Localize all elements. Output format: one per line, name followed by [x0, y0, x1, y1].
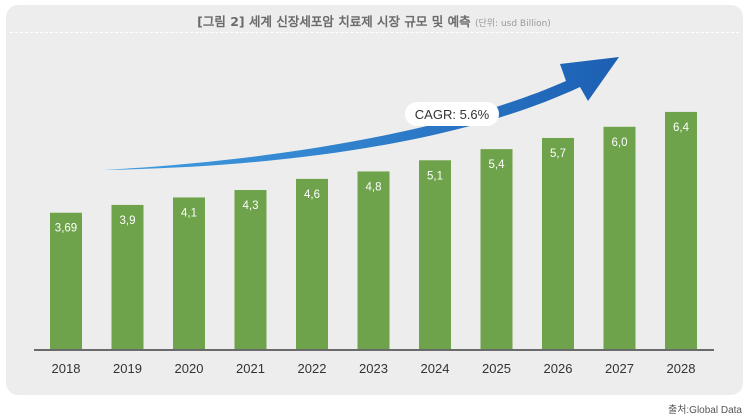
x-tick-label: 2018: [52, 361, 81, 376]
bar-value-label: 3,9: [120, 215, 136, 227]
x-tick-label: 2021: [236, 361, 265, 376]
x-tick-label: 2022: [298, 361, 327, 376]
x-tick-label: 2023: [359, 361, 388, 376]
source-note: 출처:Global Data: [668, 405, 742, 416]
cagr-label: CAGR: 5.6%: [415, 107, 490, 122]
bar-2027: [603, 126, 636, 350]
chart-title: [그림 2] 세계 신장세포암 치료제 시장 규모 및 예측 (단위: usd …: [0, 11, 748, 30]
x-tick-label: 2020: [175, 361, 204, 376]
bar-2022: [296, 178, 328, 350]
cagr-label-box: [405, 102, 499, 126]
bar-2024: [419, 160, 451, 350]
x-tick-label: 2025: [482, 361, 511, 376]
bar-value-label: 5,7: [550, 148, 566, 160]
chart-title-text: [그림 2] 세계 신장세포암 치료제 시장 규모 및 예측: [197, 14, 471, 29]
bar-2025: [480, 149, 513, 350]
bar-value-label: 5,1: [427, 170, 443, 182]
bar-value-label: 6,4: [673, 122, 690, 134]
bar-2019: [111, 204, 144, 350]
x-tick-label: 2027: [605, 361, 634, 376]
bar-2020: [173, 197, 205, 350]
x-tick-label: 2028: [667, 361, 696, 376]
growth-arrow-group: CAGR: 5.6%: [103, 57, 619, 170]
bar-value-label: 5,4: [489, 159, 506, 171]
bar-series: 3,69 3,9 4,1 4,3 4,6 4,8 5,1 5,4 5,7 6,0 6,4: [50, 111, 697, 350]
bar-2018: [50, 212, 82, 350]
bar-value-label: 4,3: [243, 200, 259, 212]
x-tick-label: 2019: [113, 361, 142, 376]
growth-arrow: [103, 57, 619, 170]
x-tick-labels: 2018 2019 2020 2021 2022 2023 2024 2025 2026 2027…: [52, 361, 696, 376]
x-tick-label: 2026: [544, 361, 573, 376]
bar-value-label: 4,8: [366, 181, 382, 193]
bar-value-label: 3,69: [55, 223, 77, 235]
chart-unit: (단위: usd Billion): [474, 19, 551, 29]
x-tick-label: 2024: [421, 361, 450, 376]
bar-2026: [542, 137, 574, 350]
bar-value-label: 4,1: [181, 207, 197, 219]
bar-2023: [357, 171, 390, 350]
bar-value-label: 6,0: [612, 137, 628, 149]
title-divider: [10, 32, 739, 33]
bar-2028: [665, 111, 697, 350]
bar-value-label: 4,6: [304, 189, 320, 201]
bar-2021: [234, 190, 267, 350]
